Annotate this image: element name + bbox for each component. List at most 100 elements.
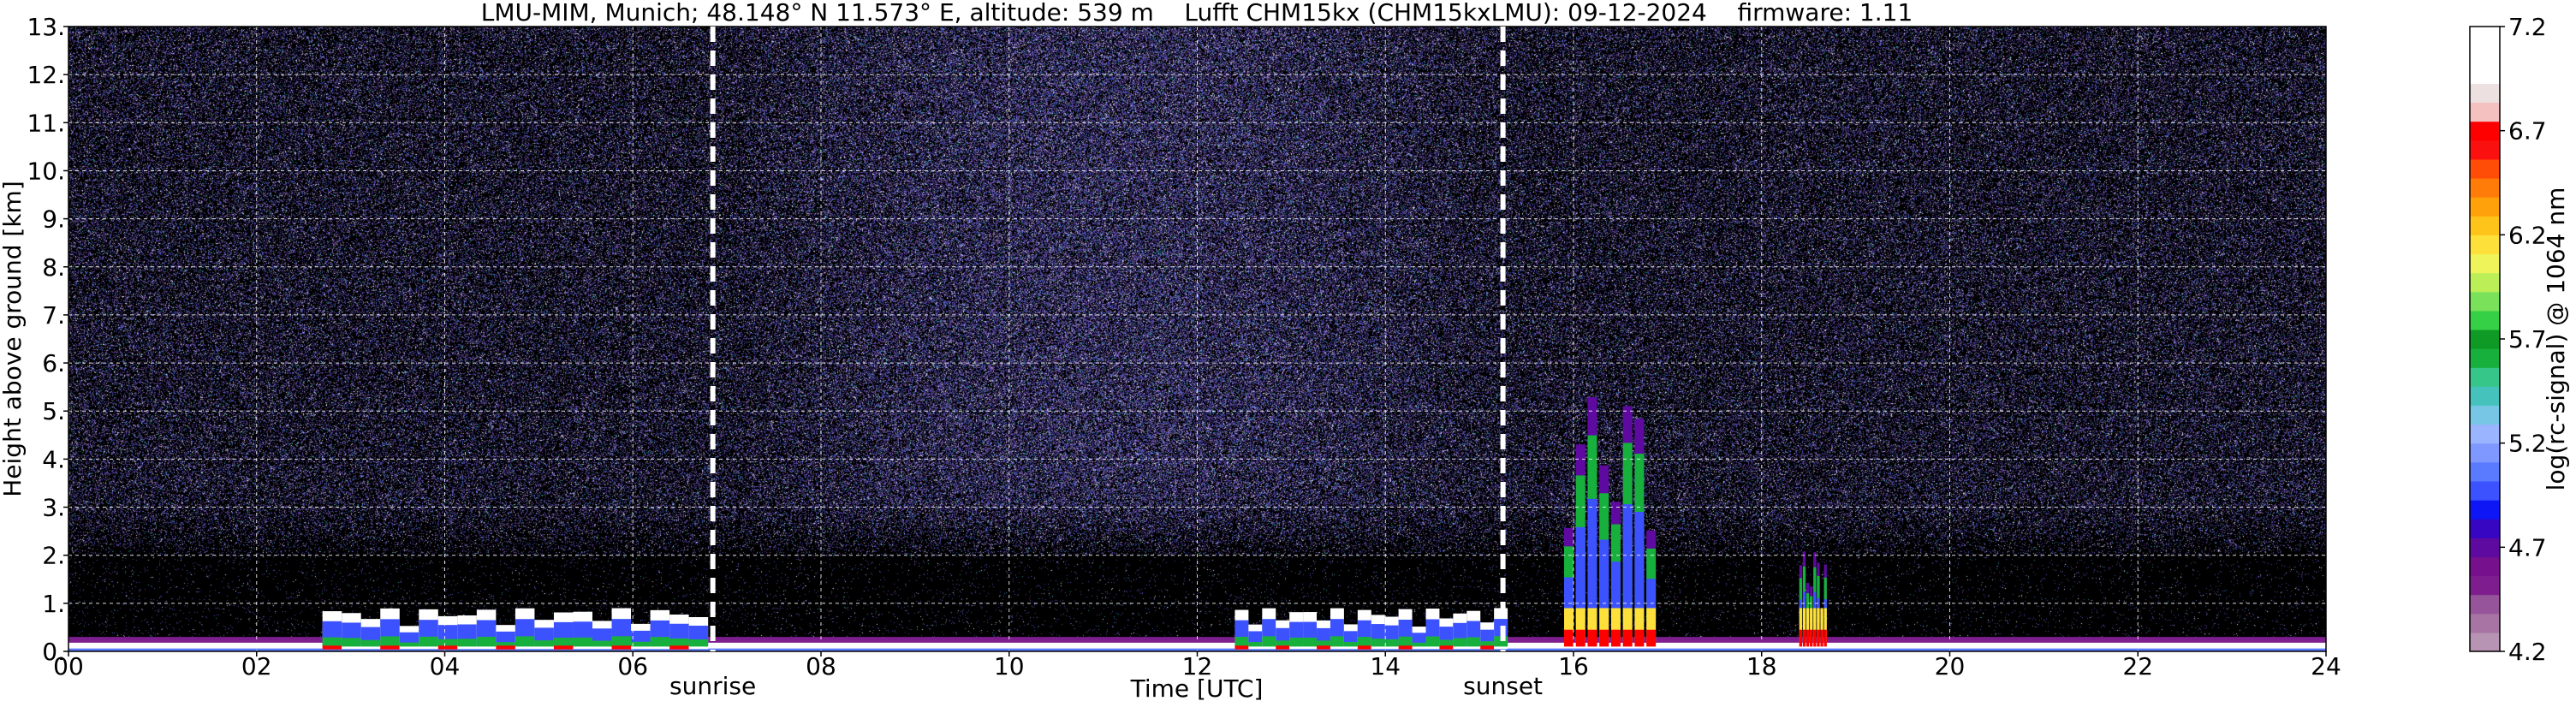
colorbar-segment	[2470, 480, 2500, 501]
aerosol-cell-low	[669, 638, 689, 647]
colorbar-segment	[2470, 367, 2500, 387]
cloud-column-core	[1823, 599, 1827, 609]
aerosol-cell-low	[534, 640, 554, 647]
cloud-column-warm	[1806, 608, 1810, 642]
x-tick-label: 22	[2122, 652, 2153, 680]
x-tick-label: 16	[1558, 652, 1589, 680]
y-tick-label: 9.	[42, 205, 65, 234]
aerosol-cell-mid	[1412, 633, 1426, 646]
aerosol-cell-base	[1398, 645, 1413, 650]
colorbar-segment	[2470, 594, 2500, 615]
aerosol-cell-base	[1439, 645, 1454, 650]
colorbar-segment	[2470, 140, 2500, 160]
aerosol-cell-low	[1425, 636, 1440, 647]
x-tick-label: 24	[2311, 652, 2341, 680]
cloud-column-core	[1799, 599, 1802, 609]
aerosol-cell-low	[1276, 640, 1290, 647]
cloud-column-warm	[1823, 608, 1827, 642]
colorbar-segment	[2470, 235, 2500, 255]
aerosol-cell-low	[399, 642, 419, 647]
aerosol-cell-low	[1466, 637, 1481, 647]
colorbar-segment	[2470, 64, 2500, 84]
aerosol-cell-low	[1248, 642, 1263, 647]
cloud-column-warm	[1810, 608, 1813, 642]
plot-area	[68, 27, 2326, 651]
cloud-column-warm	[1599, 608, 1609, 642]
x-tick-label: 12	[1182, 652, 1213, 680]
colorbar-segment	[2470, 291, 2500, 312]
aerosol-cell-low	[1439, 639, 1454, 647]
colorbar-segment	[2470, 519, 2500, 538]
colorbar-segment	[2470, 121, 2500, 141]
colorbar-segment	[2470, 197, 2500, 217]
colorbar-segment	[2470, 253, 2500, 274]
aerosol-cell-low	[437, 639, 458, 647]
aerosol-cell-low	[419, 636, 438, 647]
aerosol-cell-low	[650, 637, 670, 647]
cloud-column-warm	[1646, 608, 1657, 642]
cloud-column-warm	[1575, 608, 1585, 642]
aerosol-cell-low	[573, 637, 593, 647]
aerosol-cell-base	[611, 645, 632, 650]
colorbar-segment	[2470, 348, 2500, 368]
x-tick-label: 06	[617, 652, 648, 680]
aerosol-cell-low	[553, 638, 574, 647]
x-tick-label: 08	[806, 652, 836, 680]
aerosol-cell-low	[1262, 636, 1276, 647]
colorbar-segment	[2470, 613, 2500, 633]
aerosol-cell-low	[457, 639, 477, 647]
aerosol-cell-low	[1453, 638, 1467, 647]
cloud-column-base	[1820, 629, 1823, 647]
aerosol-cell-base	[669, 645, 689, 650]
colorbar-tick-label: 5.2	[2508, 430, 2547, 458]
y-tick-label: 2.	[42, 542, 65, 570]
x-tick-label: 02	[241, 652, 272, 680]
aerosol-cell-low	[342, 638, 361, 647]
aerosol-cell-low	[1384, 639, 1399, 647]
colorbar-segment	[2470, 386, 2500, 407]
colorbar: 4.2 4.7 5.2 5.7 6.2 6.7 7.2	[2469, 13, 2547, 666]
cloud-column-base	[1564, 629, 1574, 647]
sun-event-markers: sunrise sunset	[669, 27, 1543, 700]
aerosol-cell-base	[553, 645, 574, 650]
sun-event-label: sunset	[1463, 672, 1543, 700]
aerosol-cell-low	[360, 639, 381, 647]
aerosol-cell-low	[592, 640, 612, 647]
y-axis: 0. 1. 2. 3. 4. 5. 6. 7. 8. 9. 10. 11. 12. 13.	[27, 13, 68, 666]
colorbar-segment	[2470, 405, 2500, 425]
colorbar-segment	[2470, 272, 2500, 293]
x-axis: 00 02 04 06 08 10 12 14 16 18 20 22 24	[53, 651, 2341, 680]
colorbar-tick-label: 6.2	[2508, 221, 2547, 249]
x-tick-label: 14	[1370, 652, 1401, 680]
y-tick-label: 7.	[42, 301, 65, 330]
aerosol-cell-base	[1480, 645, 1495, 650]
aerosol-cell-low	[496, 642, 515, 647]
y-tick-label: 1.	[42, 590, 65, 618]
aerosol-cell-low	[1412, 642, 1426, 647]
y-tick-label: 0.	[42, 638, 65, 666]
x-tick-label: 10	[994, 652, 1025, 680]
x-tick-label: 18	[1746, 652, 1777, 680]
cloud-column-core	[1646, 579, 1657, 609]
aerosol-cell-low	[515, 636, 535, 647]
colorbar-segment	[2470, 45, 2500, 65]
colorbar-segment	[2470, 575, 2500, 596]
aerosol-cell-low	[1398, 636, 1413, 647]
y-axis-label: Height above ground [km]	[0, 181, 27, 497]
cloud-column-core	[1564, 577, 1574, 609]
aerosol-cell-low	[1317, 640, 1330, 647]
cloud-column-core	[1587, 498, 1597, 609]
y-tick-label: 4.	[42, 445, 65, 473]
sun-event-label: sunrise	[669, 672, 756, 700]
cloud-column-core	[1622, 504, 1633, 609]
colorbar-tick-label: 5.7	[2508, 325, 2547, 354]
colorbar-segment	[2470, 83, 2500, 104]
cloud-column-core	[1634, 512, 1645, 609]
aerosol-cell-low	[1330, 636, 1344, 647]
cloud-column-base	[1599, 629, 1609, 647]
cloud-column-warm	[1802, 608, 1806, 642]
grid	[68, 27, 2326, 651]
cloud-column-warm	[1587, 608, 1597, 642]
y-tick-label: 13.	[27, 13, 65, 41]
aerosol-cell-low	[1371, 639, 1385, 647]
